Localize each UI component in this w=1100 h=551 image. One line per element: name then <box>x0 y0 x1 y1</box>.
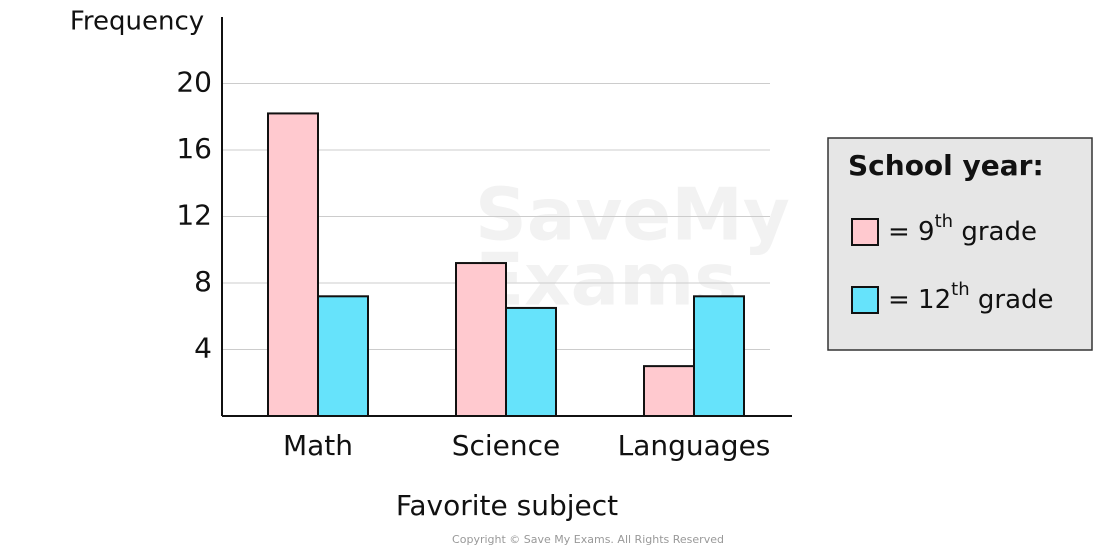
legend-swatch <box>851 286 879 314</box>
y-tick-label: 4 <box>194 332 212 365</box>
bar <box>317 295 369 417</box>
bar <box>455 262 507 417</box>
y-tick-label: 8 <box>194 265 212 298</box>
legend-title: School year: <box>848 149 1044 182</box>
bar <box>693 295 745 417</box>
copyright: Copyright © Save My Exams. All Rights Re… <box>452 533 724 546</box>
y-axis-label: Frequency <box>70 7 204 37</box>
legend-swatch <box>851 218 879 246</box>
bar <box>267 112 319 418</box>
y-tick-label: 16 <box>176 132 212 165</box>
watermark: SaveMy <box>475 173 790 257</box>
x-axis-label: Favorite subject <box>396 489 618 522</box>
legend-label: = 9th grade <box>888 211 1037 247</box>
y-tick-label: 12 <box>176 199 212 232</box>
x-tick-label: Science <box>452 429 561 462</box>
bar <box>505 306 557 417</box>
legend-label: = 12th grade <box>888 279 1054 315</box>
bar <box>643 365 695 417</box>
y-tick-label: 20 <box>176 66 212 99</box>
x-tick-label: Math <box>283 429 353 462</box>
x-tick-label: Languages <box>618 429 771 462</box>
